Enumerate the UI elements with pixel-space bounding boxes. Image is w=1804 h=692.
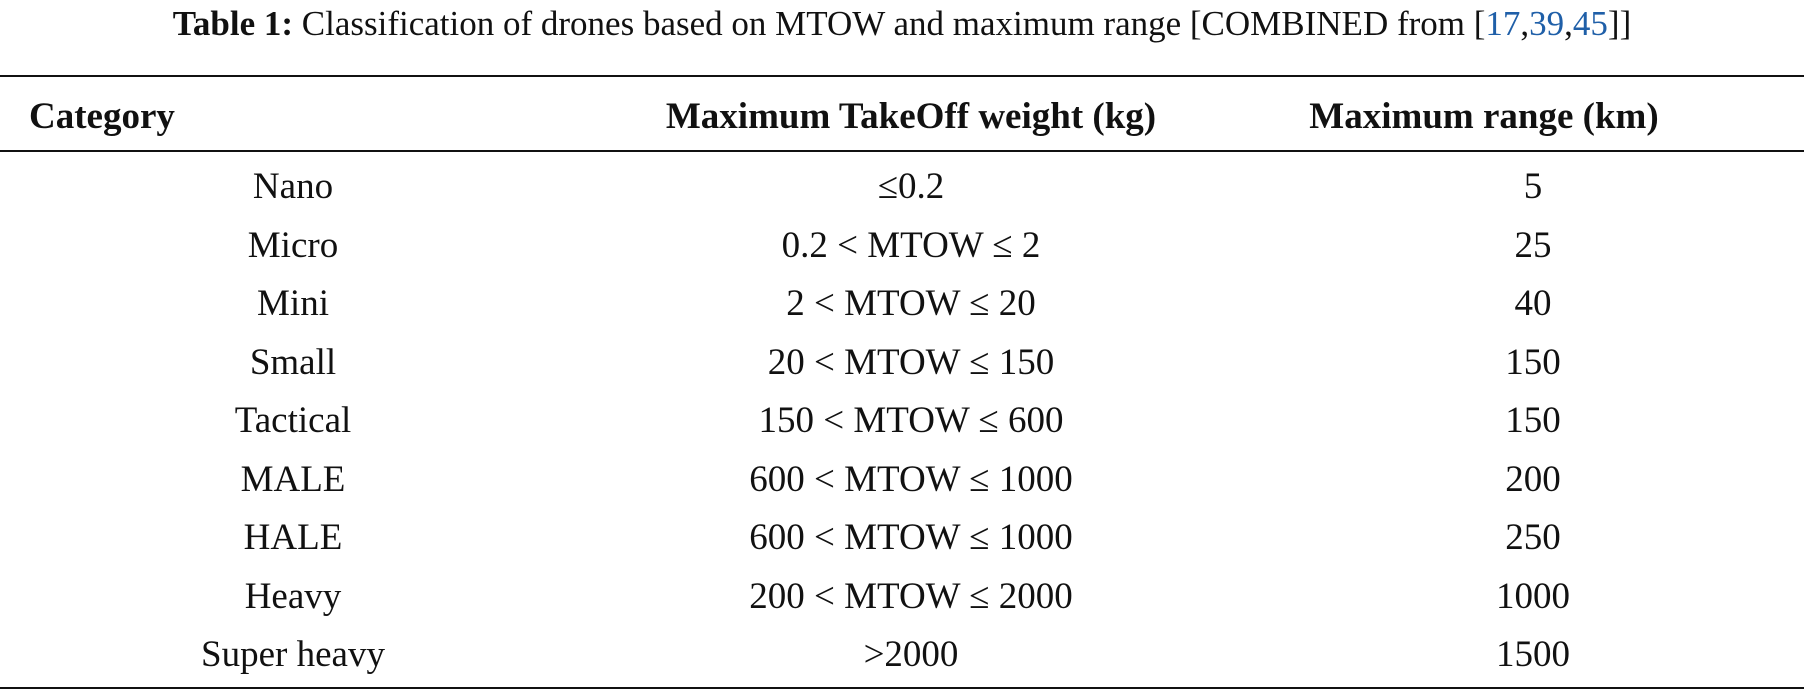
header-cell: Category bbox=[29, 96, 175, 137]
table-cell: Nano bbox=[252, 166, 334, 207]
caption-text: Classification of drones based on MTOW a… bbox=[301, 4, 1486, 43]
table-cell: 2 < MTOW ≤ 20 bbox=[786, 283, 1036, 324]
table-cell: 200 < MTOW ≤ 2000 bbox=[749, 575, 1073, 617]
citation-link[interactable]: 17 bbox=[1485, 4, 1521, 43]
table-cell: 600 < MTOW ≤ 1000 bbox=[749, 458, 1073, 500]
table-cell: 600 < MTOW ≤ 1000 bbox=[749, 517, 1073, 558]
table-cell: 250 bbox=[1505, 517, 1561, 558]
table-cell: Super heavy bbox=[201, 634, 385, 675]
header-cell: Maximum TakeOff weight (kg) bbox=[665, 96, 1157, 137]
top-rule bbox=[0, 75, 1804, 77]
table-cell: 150 bbox=[1505, 341, 1561, 383]
citation-link[interactable]: 45 bbox=[1572, 4, 1608, 43]
table-cell: 150 < MTOW ≤ 600 bbox=[758, 400, 1064, 441]
table-cell: ≤0.2 bbox=[877, 166, 945, 207]
table-cell: HALE bbox=[243, 517, 343, 558]
table-cell: Small bbox=[249, 341, 337, 383]
citation-link[interactable]: 39 bbox=[1529, 4, 1565, 43]
ref-separator: , bbox=[1520, 4, 1530, 43]
bottom-rule bbox=[0, 687, 1804, 689]
caption-refs: 17,39,45 bbox=[1485, 4, 1608, 43]
table-cell: 20 < MTOW ≤ 150 bbox=[767, 341, 1055, 383]
table-caption: Table 1: Classification of drones based … bbox=[0, 4, 1804, 44]
table-cell: Mini bbox=[257, 283, 329, 324]
table-cell: >2000 bbox=[863, 634, 959, 675]
ref-separator: , bbox=[1564, 4, 1573, 43]
table-cell: 5 bbox=[1523, 166, 1543, 207]
mid-rule bbox=[0, 150, 1804, 152]
table-cell: 0.2 < MTOW ≤ 2 bbox=[781, 224, 1041, 266]
header-cell: Maximum range (km) bbox=[1309, 96, 1659, 137]
table-cell: 1000 bbox=[1496, 575, 1570, 617]
caption-label: Table 1: bbox=[172, 4, 294, 43]
table-cell: 25 bbox=[1514, 224, 1552, 266]
table-cell: 150 bbox=[1505, 400, 1561, 441]
table-cell: MALE bbox=[240, 458, 346, 500]
table-cell: 200 bbox=[1505, 458, 1561, 500]
table-cell: 1500 bbox=[1496, 634, 1570, 675]
table-cell: Heavy bbox=[244, 575, 342, 617]
table-cell: Tactical bbox=[234, 400, 352, 441]
table-cell: Micro bbox=[247, 224, 339, 266]
caption-closing: ]] bbox=[1607, 4, 1632, 43]
table-cell: 40 bbox=[1514, 283, 1552, 324]
